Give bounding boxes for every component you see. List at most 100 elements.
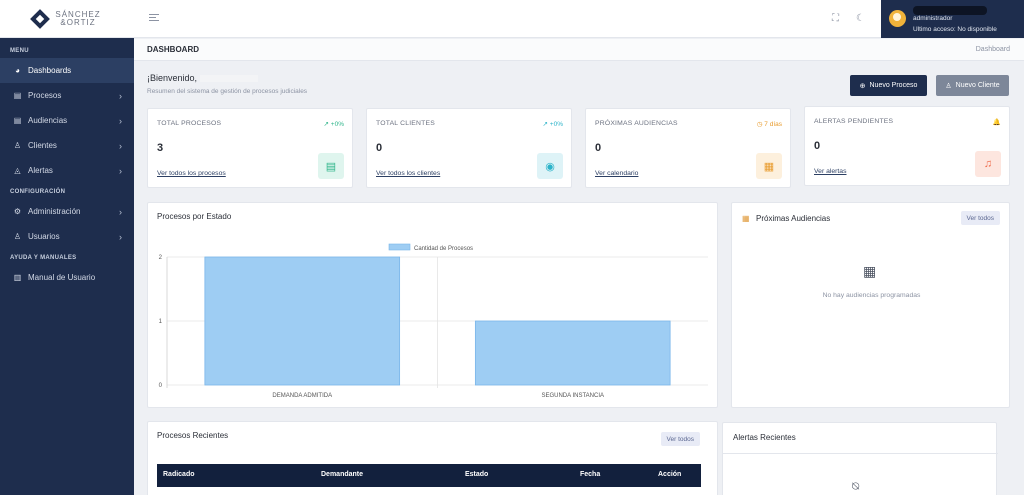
- last-access: Ultimo acceso: No disponible: [913, 26, 997, 33]
- sidebar-item-label: Clientes: [28, 141, 57, 150]
- sidebar-item-label: Procesos: [28, 91, 62, 100]
- chevron-right-icon: ›: [119, 90, 122, 101]
- chart-panel: Procesos por Estado Cantidad de Procesos…: [147, 202, 718, 408]
- divider: [723, 453, 998, 454]
- sidebar: SÁNCHEZ &ORTIZ MENU ◕ Dashboards ▤ Proce…: [0, 0, 134, 495]
- gear-icon: ⚙: [13, 207, 22, 216]
- sidebar-item-label: Alertas: [28, 166, 53, 175]
- welcome-heading: ¡Bienvenido,: [147, 73, 259, 83]
- moon-icon[interactable]: ☾: [856, 13, 865, 24]
- user-menu[interactable]: administrador Ultimo acceso: No disponib…: [881, 0, 1024, 38]
- stat-link[interactable]: Ver alertas: [814, 168, 847, 175]
- audiencias-panel: ▦ Próximas Audiencias Ver todos ▦ No hay…: [731, 202, 1010, 408]
- sidebar-item-label: Dashboards: [28, 66, 72, 75]
- new-client-button[interactable]: ♙ Nuevo Cliente: [936, 75, 1009, 96]
- welcome-subtitle: Resumen del sistema de gestión de proces…: [147, 88, 308, 95]
- user-icon: ♙: [13, 141, 22, 150]
- x-tick-label: SEGUNDA INSTANCIA: [541, 393, 604, 399]
- stat-title: ALERTAS PENDIENTES: [814, 118, 894, 125]
- stat-title: TOTAL PROCESOS: [157, 120, 222, 127]
- stat-card-alertas: ALERTAS PENDIENTES 🔔 0 Ver alertas ♫: [804, 106, 1010, 186]
- section-menu: MENU: [10, 48, 29, 54]
- column-header[interactable]: Fecha: [580, 471, 601, 478]
- stat-title: TOTAL CLIENTES: [376, 120, 435, 127]
- stat-card-clientes: TOTAL CLIENTES ↗ +0% 0 Ver todos los cli…: [366, 108, 572, 188]
- bell-icon: ♫: [975, 151, 1001, 177]
- sidebar-item-dashboards[interactable]: ◕ Dashboards: [0, 58, 134, 83]
- stat-title: PRÓXIMAS AUDIENCIAS: [595, 120, 678, 127]
- chevron-right-icon: ›: [119, 231, 122, 242]
- topbar: ⛶ ☾ administrador Ultimo acceso: No disp…: [134, 0, 1024, 38]
- y-tick-label: 2: [159, 255, 163, 261]
- alerts-title: Alertas Recientes: [733, 433, 796, 442]
- breadcrumb[interactable]: Dashboard: [975, 46, 1010, 53]
- sidebar-item-label: Administración: [28, 207, 81, 216]
- menu-toggle-icon[interactable]: [149, 14, 159, 23]
- legend-swatch: [388, 243, 411, 251]
- sidebar-item-audiencias[interactable]: ▤ Audiencias ›: [0, 108, 134, 133]
- stat-link[interactable]: Ver todos los clientes: [376, 170, 441, 177]
- chevron-right-icon: ›: [119, 206, 122, 217]
- stat-card-procesos: TOTAL PROCESOS ↗ +0% 3 Ver todos los pro…: [147, 108, 353, 188]
- sidebar-item-label: Audiencias: [28, 116, 68, 125]
- stat-value: 0: [814, 140, 821, 152]
- column-header[interactable]: Demandante: [321, 471, 364, 478]
- stat-value: 0: [595, 142, 602, 154]
- user-role: administrador: [913, 15, 953, 22]
- calendar-icon: ▦: [756, 153, 782, 179]
- bar: [204, 256, 401, 386]
- chevron-right-icon: ›: [119, 165, 122, 176]
- welcome-greeting: ¡Bienvenido,: [147, 73, 198, 83]
- breadcrumb-bar: DASHBOARD Dashboard: [134, 39, 1024, 61]
- stat-link[interactable]: Ver todos los procesos: [157, 170, 226, 177]
- column-header[interactable]: Estado: [465, 471, 489, 478]
- view-all-processes-button[interactable]: Ver todos: [660, 432, 700, 446]
- stat-value: 3: [157, 142, 164, 154]
- sidebar-item-clientes[interactable]: ♙ Clientes ›: [0, 133, 134, 158]
- bell-icon: 🔔: [992, 119, 1001, 126]
- new-process-label: Nuevo Proceso: [869, 82, 918, 89]
- document-icon: ▤: [318, 153, 344, 179]
- y-tick-label: 1: [159, 319, 163, 325]
- chart-panel-title: Procesos por Estado: [157, 212, 232, 221]
- book-icon: ▥: [13, 273, 22, 282]
- stat-trend: ↗ +0%: [323, 121, 344, 128]
- audiencias-title: Próximas Audiencias: [756, 214, 831, 223]
- sidebar-item-procesos[interactable]: ▤ Procesos ›: [0, 83, 134, 108]
- brand-logo[interactable]: SÁNCHEZ &ORTIZ: [0, 0, 134, 38]
- user-name-redacted: [913, 6, 987, 15]
- user-icon: ♙: [945, 82, 952, 90]
- bar-chart: Cantidad de Procesos 0 1 2 DEMANDA ADMITIDA S…: [159, 243, 708, 399]
- users-icon: ♙: [13, 232, 22, 241]
- sidebar-item-manual[interactable]: ▥ Manual de Usuario: [0, 265, 134, 290]
- new-client-label: Nuevo Cliente: [955, 82, 1000, 89]
- bar: [474, 320, 671, 386]
- logo-icon: [30, 8, 51, 29]
- user-name-blurred: [200, 75, 259, 83]
- column-header[interactable]: Acción: [658, 471, 682, 478]
- column-header[interactable]: Radicado: [163, 471, 195, 478]
- view-all-audiencias-button[interactable]: Ver todos: [960, 211, 1000, 225]
- user-circle-icon: ◉: [537, 153, 563, 179]
- sidebar-item-usuarios[interactable]: ♙ Usuarios ›: [0, 224, 134, 249]
- bell-off-icon: ⍉: [852, 479, 860, 493]
- stat-trend: ↗ +0%: [542, 121, 563, 128]
- document-icon: ▤: [13, 91, 22, 100]
- sidebar-item-alertas[interactable]: ◬ Alertas ›: [0, 158, 134, 183]
- recent-processes-panel: Procesos Recientes Ver todos Radicado De…: [147, 421, 718, 495]
- sidebar-item-administracion[interactable]: ⚙ Administración ›: [0, 199, 134, 224]
- chevron-right-icon: ›: [119, 140, 122, 151]
- dashboard-icon: ◕: [15, 66, 20, 75]
- section-config: CONFIGURACIÓN: [10, 189, 66, 195]
- new-process-button[interactable]: ⊕ Nuevo Proceso: [850, 75, 927, 96]
- y-tick-label: 0: [159, 383, 163, 389]
- bell-icon: ◬: [14, 166, 21, 175]
- brand-name: SÁNCHEZ &ORTIZ: [55, 9, 101, 27]
- plus-circle-icon: ⊕: [859, 82, 866, 90]
- sidebar-item-label: Usuarios: [28, 232, 60, 241]
- sidebar-item-label: Manual de Usuario: [28, 273, 96, 282]
- chevron-right-icon: ›: [119, 115, 122, 126]
- fullscreen-icon[interactable]: ⛶: [832, 13, 839, 24]
- stat-link[interactable]: Ver calendario: [595, 170, 639, 177]
- recent-title: Procesos Recientes: [157, 431, 229, 440]
